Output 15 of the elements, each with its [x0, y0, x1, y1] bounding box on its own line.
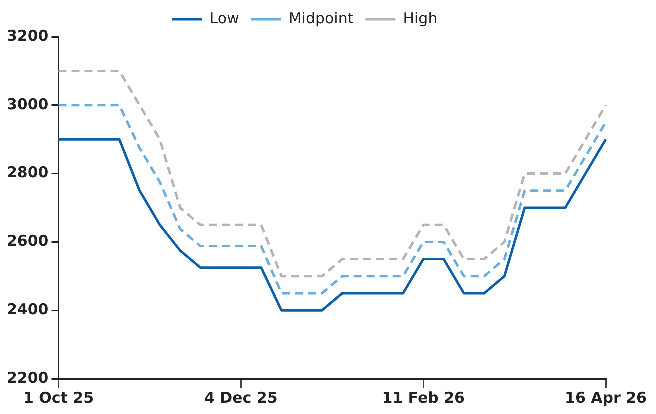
y-tick-label: 2800 — [7, 164, 49, 182]
line-series — [58, 70, 608, 278]
legend-label: Low — [210, 9, 240, 28]
legend-label: Midpoint — [288, 9, 354, 28]
x-tick-label: 16 Apr 26 — [565, 388, 647, 407]
y-tick-label: 3200 — [7, 26, 49, 45]
x-tick-label: 1 Oct 25 — [23, 388, 94, 407]
y-tick-label: 2600 — [7, 232, 49, 250]
x-tick-label: 11 Feb 26 — [382, 388, 465, 407]
legend-label: High — [403, 9, 438, 28]
line-series — [58, 104, 608, 295]
y-tick-label: 2200 — [7, 368, 49, 387]
y-tick-label: 2400 — [7, 300, 49, 318]
y-tick-label: 3000 — [7, 95, 49, 114]
x-tick-label: 4 Dec 25 — [204, 388, 278, 407]
